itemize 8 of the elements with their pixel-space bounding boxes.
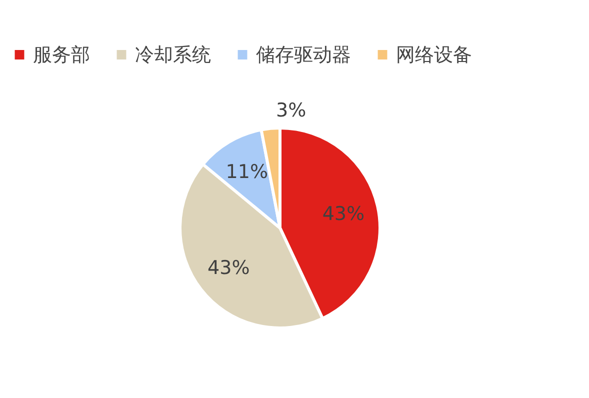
legend-label: 冷却系统	[135, 44, 211, 66]
data-label: 3%	[276, 100, 306, 122]
legend-label: 储存驱动器	[256, 44, 351, 66]
legend-label: 服务部	[33, 44, 90, 66]
legend-label: 网络设备	[396, 44, 472, 66]
data-label: 11%	[226, 161, 268, 184]
data-label: 43%	[322, 202, 365, 225]
data-label: 43%	[208, 256, 250, 279]
